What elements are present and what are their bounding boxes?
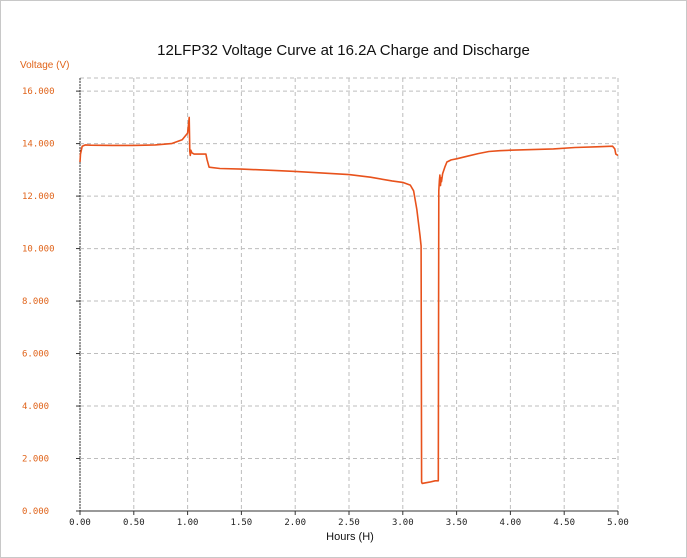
- x-tick-label: 1.00: [177, 518, 199, 528]
- x-tick-label: 4.00: [500, 518, 522, 528]
- voltage-series-line: [79, 116, 619, 485]
- x-tick-label: 3.00: [392, 518, 414, 528]
- y-tick-label: 4.000: [22, 402, 49, 412]
- x-tick-label: 1.50: [231, 518, 253, 528]
- y-tick-label: 2.000: [22, 455, 49, 465]
- x-tick-label: 3.50: [446, 518, 468, 528]
- x-tick-label: 0.50: [123, 518, 145, 528]
- axes: [76, 77, 619, 515]
- series-layer: [79, 116, 619, 485]
- x-tick-label: 2.00: [284, 518, 306, 528]
- y-tick-label: 10.000: [22, 245, 55, 255]
- grid-lines: [79, 78, 619, 512]
- y-axis-label: Voltage (V): [20, 60, 70, 71]
- x-tick-label: 5.00: [607, 518, 629, 528]
- x-axis-label: Hours (H): [326, 531, 374, 543]
- y-tick-label: 16.000: [22, 87, 55, 97]
- x-tick-label: 2.50: [338, 518, 360, 528]
- x-tick-labels: 0.00 0.50 1.00 1.50 2.00 2.50 3.00 3.50 4.00 4.50…: [69, 518, 629, 528]
- y-tick-label: 8.000: [22, 297, 49, 307]
- x-tick-label: 0.00: [69, 518, 91, 528]
- y-tick-label: 0.000: [22, 507, 49, 517]
- y-tick-labels: 0.000 2.000 4.000 6.000 8.000 10.000 12.000 14.…: [22, 87, 55, 517]
- y-tick-label: 14.000: [22, 140, 55, 150]
- chart-title: 12LFP32 Voltage Curve at 16.2A Charge an…: [157, 42, 530, 59]
- y-tick-label: 12.000: [22, 192, 55, 202]
- y-tick-label: 6.000: [22, 350, 49, 360]
- x-tick-label: 4.50: [553, 518, 575, 528]
